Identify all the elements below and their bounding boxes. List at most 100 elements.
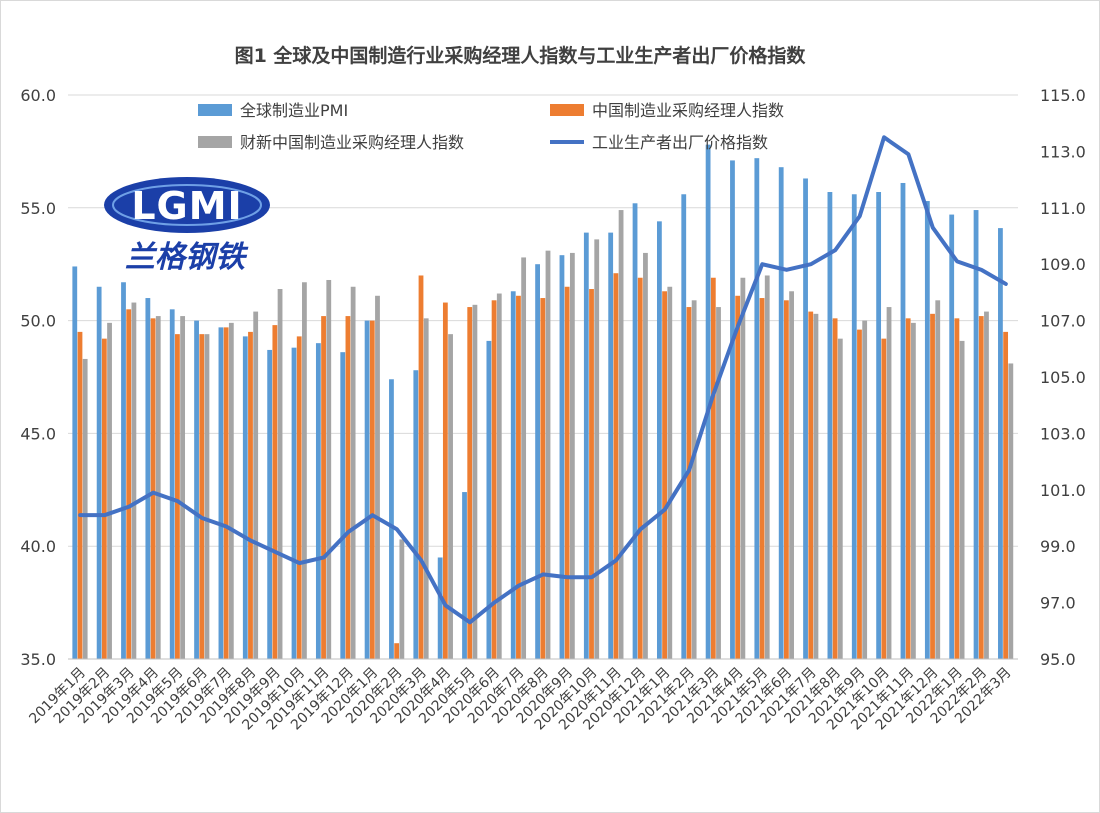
right-axis-tick-label: 115.0: [1040, 86, 1086, 105]
right-axis-tick-label: 95.0: [1040, 650, 1076, 669]
bar-0-35: [924, 201, 930, 659]
bar-2-38: [1008, 363, 1014, 659]
bar-1-1: [101, 338, 107, 659]
bar-0-3: [145, 298, 151, 659]
bar-0-31: [827, 192, 833, 659]
right-axis-tick-label: 111.0: [1040, 199, 1086, 218]
bar-0-22: [608, 232, 614, 659]
bar-2-15: [448, 334, 453, 659]
bar-0-4: [169, 309, 175, 659]
logo-ring: [112, 184, 262, 226]
legend-swatch-0: [198, 104, 232, 116]
bar-1-19: [540, 298, 546, 659]
bar-1-16: [467, 307, 473, 659]
bar-2-7: [253, 311, 259, 659]
bar-0-7: [242, 336, 248, 659]
bar-2-31: [837, 338, 843, 659]
bar-2-24: [667, 286, 673, 659]
bar-1-31: [832, 318, 838, 659]
left-axis-tick-label: 55.0: [20, 199, 56, 218]
bar-1-5: [199, 334, 205, 659]
bar-1-37: [978, 316, 984, 659]
legend-label-3: 工业生产者出厂价格指数: [592, 133, 768, 152]
left-axis-tick-label: 50.0: [20, 312, 56, 331]
bar-0-8: [267, 349, 273, 659]
bar-0-34: [900, 182, 906, 660]
bar-0-16: [462, 492, 467, 659]
bar-0-33: [876, 192, 882, 659]
bar-1-4: [175, 334, 180, 659]
right-axis-tick-label: 99.0: [1040, 537, 1076, 556]
bar-0-23: [632, 203, 638, 660]
bar-2-34: [910, 322, 916, 659]
bar-1-38: [1003, 331, 1009, 659]
bar-0-30: [803, 178, 808, 659]
bar-0-25: [681, 194, 687, 659]
bar-2-5: [204, 334, 210, 659]
bar-2-16: [472, 304, 478, 659]
bar-1-32: [857, 329, 862, 659]
left-axis-tick-label: 40.0: [20, 537, 56, 556]
left-axis-tick-label: 60.0: [20, 86, 56, 105]
bar-0-21: [583, 232, 589, 659]
right-axis-tick-label: 97.0: [1040, 594, 1076, 613]
bar-0-6: [218, 327, 224, 659]
bar-1-33: [881, 338, 887, 659]
bar-1-14: [418, 275, 424, 659]
bar-1-17: [491, 300, 497, 659]
line-series-group: [78, 135, 1008, 625]
bar-1-15: [442, 302, 448, 659]
bar-0-14: [413, 370, 419, 659]
bar-1-36: [954, 318, 960, 659]
right-axis-tick-label: 103.0: [1040, 424, 1086, 443]
bar-1-11: [345, 316, 351, 659]
bar-2-27: [740, 277, 746, 659]
bar-0-32: [851, 194, 857, 659]
legend-label-1: 中国制造业采购经理人指数: [592, 101, 784, 120]
bar-1-29: [783, 300, 789, 659]
bar-0-15: [437, 557, 443, 659]
bar-2-13: [399, 539, 405, 659]
right-axis-tick-label: 113.0: [1040, 142, 1086, 161]
bar-1-13: [394, 643, 400, 659]
bar-2-33: [886, 307, 892, 659]
bar-2-18: [521, 257, 527, 659]
bar-1-2: [126, 309, 132, 659]
bar-2-21: [594, 239, 600, 659]
bar-0-1: [96, 286, 102, 659]
legend-swatch-2: [198, 136, 232, 148]
bar-1-34: [905, 318, 911, 659]
bar-0-17: [486, 340, 492, 659]
line-series-3: [78, 135, 1008, 625]
bar-0-13: [389, 379, 394, 659]
bar-0-5: [194, 320, 199, 659]
bar-1-20: [564, 286, 570, 659]
bar-2-11: [350, 286, 356, 659]
bar-series-group: [72, 144, 1014, 660]
legend-label-0: 全球制造业PMI: [240, 101, 348, 120]
bar-2-19: [545, 250, 551, 659]
bar-0-19: [535, 264, 540, 659]
bar-2-2: [131, 302, 137, 659]
bar-0-20: [559, 255, 565, 659]
bar-1-22: [613, 273, 619, 659]
bar-0-10: [315, 343, 321, 659]
bar-0-11: [340, 352, 346, 659]
right-axis-tick-label: 109.0: [1040, 255, 1086, 274]
bar-1-8: [272, 325, 278, 659]
bar-2-29: [789, 291, 794, 659]
chart-title: 图1 全球及中国制造行业采购经理人指数与工业生产者出厂价格指数: [235, 44, 807, 67]
right-axis-tick-label: 101.0: [1040, 481, 1086, 500]
bar-2-26: [716, 307, 721, 659]
legend-label-2: 财新中国制造业采购经理人指数: [240, 133, 464, 152]
bar-1-0: [77, 331, 83, 659]
bar-1-18: [516, 295, 521, 659]
bar-1-12: [369, 320, 375, 659]
bar-1-27: [735, 295, 741, 659]
logo-chinese-text: 兰格钢铁: [125, 240, 249, 275]
bar-2-25: [691, 300, 697, 659]
bar-0-2: [121, 282, 126, 659]
right-axis-tick-label: 105.0: [1040, 368, 1086, 387]
bar-2-10: [326, 279, 332, 659]
